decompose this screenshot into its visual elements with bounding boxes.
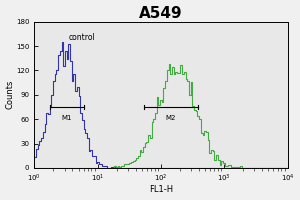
Y-axis label: Counts: Counts (6, 80, 15, 109)
Title: A549: A549 (139, 6, 183, 21)
Text: M1: M1 (62, 115, 72, 121)
Text: control: control (69, 33, 95, 42)
X-axis label: FL1-H: FL1-H (149, 185, 173, 194)
Text: M2: M2 (166, 115, 176, 121)
